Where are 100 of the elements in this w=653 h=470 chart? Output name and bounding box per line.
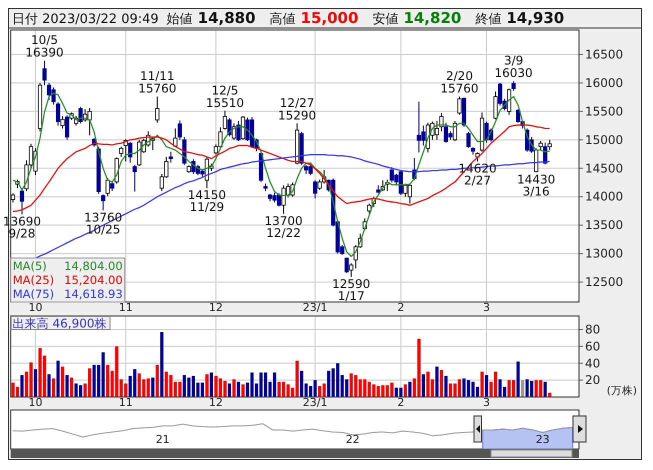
bar — [471, 382, 475, 397]
candlestick — [240, 115, 246, 140]
annotation: 14,618.93 — [64, 287, 123, 301]
bar — [20, 375, 24, 397]
bar — [156, 364, 159, 397]
bar — [282, 382, 286, 397]
candlestick — [457, 96, 462, 116]
bar — [218, 378, 222, 397]
bar — [160, 332, 164, 397]
candlestick — [42, 60, 47, 86]
x-tick-label: 23/1 — [302, 396, 328, 409]
x-tick-label: 12 — [208, 301, 223, 314]
candlestick — [56, 102, 60, 126]
annotation: 13700 12/22 — [264, 214, 303, 240]
annotation: 14,804.00 — [64, 259, 123, 273]
candlestick — [222, 110, 228, 130]
bar — [462, 378, 466, 397]
candlestick — [272, 192, 277, 203]
x-tick-label: 21 — [156, 433, 170, 446]
y-tick-label: 13500 — [585, 218, 624, 232]
bar — [264, 372, 268, 397]
annotation: 12/27 15290 — [278, 96, 316, 122]
chart-title: 日付 2023/03/22 09:49 — [12, 12, 159, 27]
y-tick-label: 80 — [585, 322, 600, 336]
bar — [29, 362, 33, 397]
y-tick-label: 16000 — [585, 76, 624, 90]
annotation: 15,204.00 — [64, 273, 123, 287]
bar — [417, 338, 420, 397]
bar — [236, 382, 240, 397]
bar — [480, 372, 484, 397]
bar — [250, 372, 254, 397]
candlestick — [516, 108, 520, 124]
candlestick — [434, 120, 440, 140]
candlestick — [512, 80, 516, 92]
candlestick — [408, 183, 412, 204]
candlestick — [132, 164, 137, 192]
candlestick — [20, 188, 24, 215]
bar — [444, 376, 448, 397]
candlestick — [493, 90, 498, 120]
annotation: 10/5 16390 — [25, 33, 64, 60]
candlestick — [498, 82, 502, 106]
y-tick-label: 16500 — [585, 47, 624, 62]
bar — [426, 372, 430, 397]
x-tick-label: 10 — [28, 396, 43, 409]
bar — [408, 382, 412, 397]
y-tick-label: 13000 — [585, 246, 624, 261]
candlestick — [548, 139, 552, 151]
bar — [422, 374, 425, 397]
bar — [200, 382, 204, 397]
bar — [300, 370, 304, 397]
candlestick — [128, 142, 132, 164]
y-tick-label: 40 — [585, 356, 600, 370]
bar — [277, 382, 281, 397]
y-tick-label: 15000 — [585, 132, 624, 147]
bar — [74, 384, 78, 397]
candlestick — [421, 125, 426, 146]
y-tick-label: 15500 — [585, 104, 624, 118]
candlestick — [173, 128, 178, 148]
bar — [60, 366, 64, 397]
chart-subtitle: 始値 14,880 高値 15,000 安値 14,820 終値 14,930 — [166, 9, 564, 27]
x-tick-label: 3 — [483, 301, 490, 314]
bar — [498, 379, 502, 397]
x-tick-label: 2 — [397, 301, 404, 314]
bar — [259, 372, 263, 397]
bar — [466, 380, 470, 397]
bar — [544, 382, 547, 397]
text: MA(5) — [12, 259, 47, 273]
candlestick — [101, 194, 106, 211]
bar — [56, 360, 60, 397]
x-tick-label: 11 — [118, 301, 133, 314]
annotation: 12590 1/17 — [332, 276, 370, 303]
y-tick-label: 20 — [585, 373, 600, 388]
text: MA(25) — [12, 273, 54, 287]
candlestick — [444, 122, 448, 144]
bar — [232, 379, 236, 397]
x-tick-label: 22 — [346, 433, 360, 446]
annotation: 14150 11/29 — [188, 188, 226, 214]
candlestick — [64, 114, 70, 140]
bar — [11, 382, 15, 397]
bar — [453, 384, 457, 397]
bar — [494, 372, 498, 397]
bar — [210, 372, 214, 397]
bar — [151, 378, 154, 397]
x-tick-label: 10 — [28, 301, 43, 314]
annotation: 2/20 15760 — [440, 69, 479, 96]
bar — [440, 370, 444, 397]
candlestick — [110, 180, 114, 192]
bar — [34, 369, 38, 397]
y-tick-label: 60 — [585, 339, 600, 354]
bar — [214, 376, 218, 397]
bar — [516, 362, 520, 397]
y-tick-label: 14000 — [585, 190, 624, 204]
y-axis-title: (万株) — [606, 384, 637, 397]
bar — [65, 375, 69, 397]
y-tick-label: 12500 — [585, 275, 624, 290]
chart-title: 出来高 46,900株 — [12, 316, 107, 330]
bar — [38, 348, 42, 397]
candlestick — [534, 148, 538, 173]
bar — [435, 366, 439, 397]
candlestick — [155, 96, 160, 124]
